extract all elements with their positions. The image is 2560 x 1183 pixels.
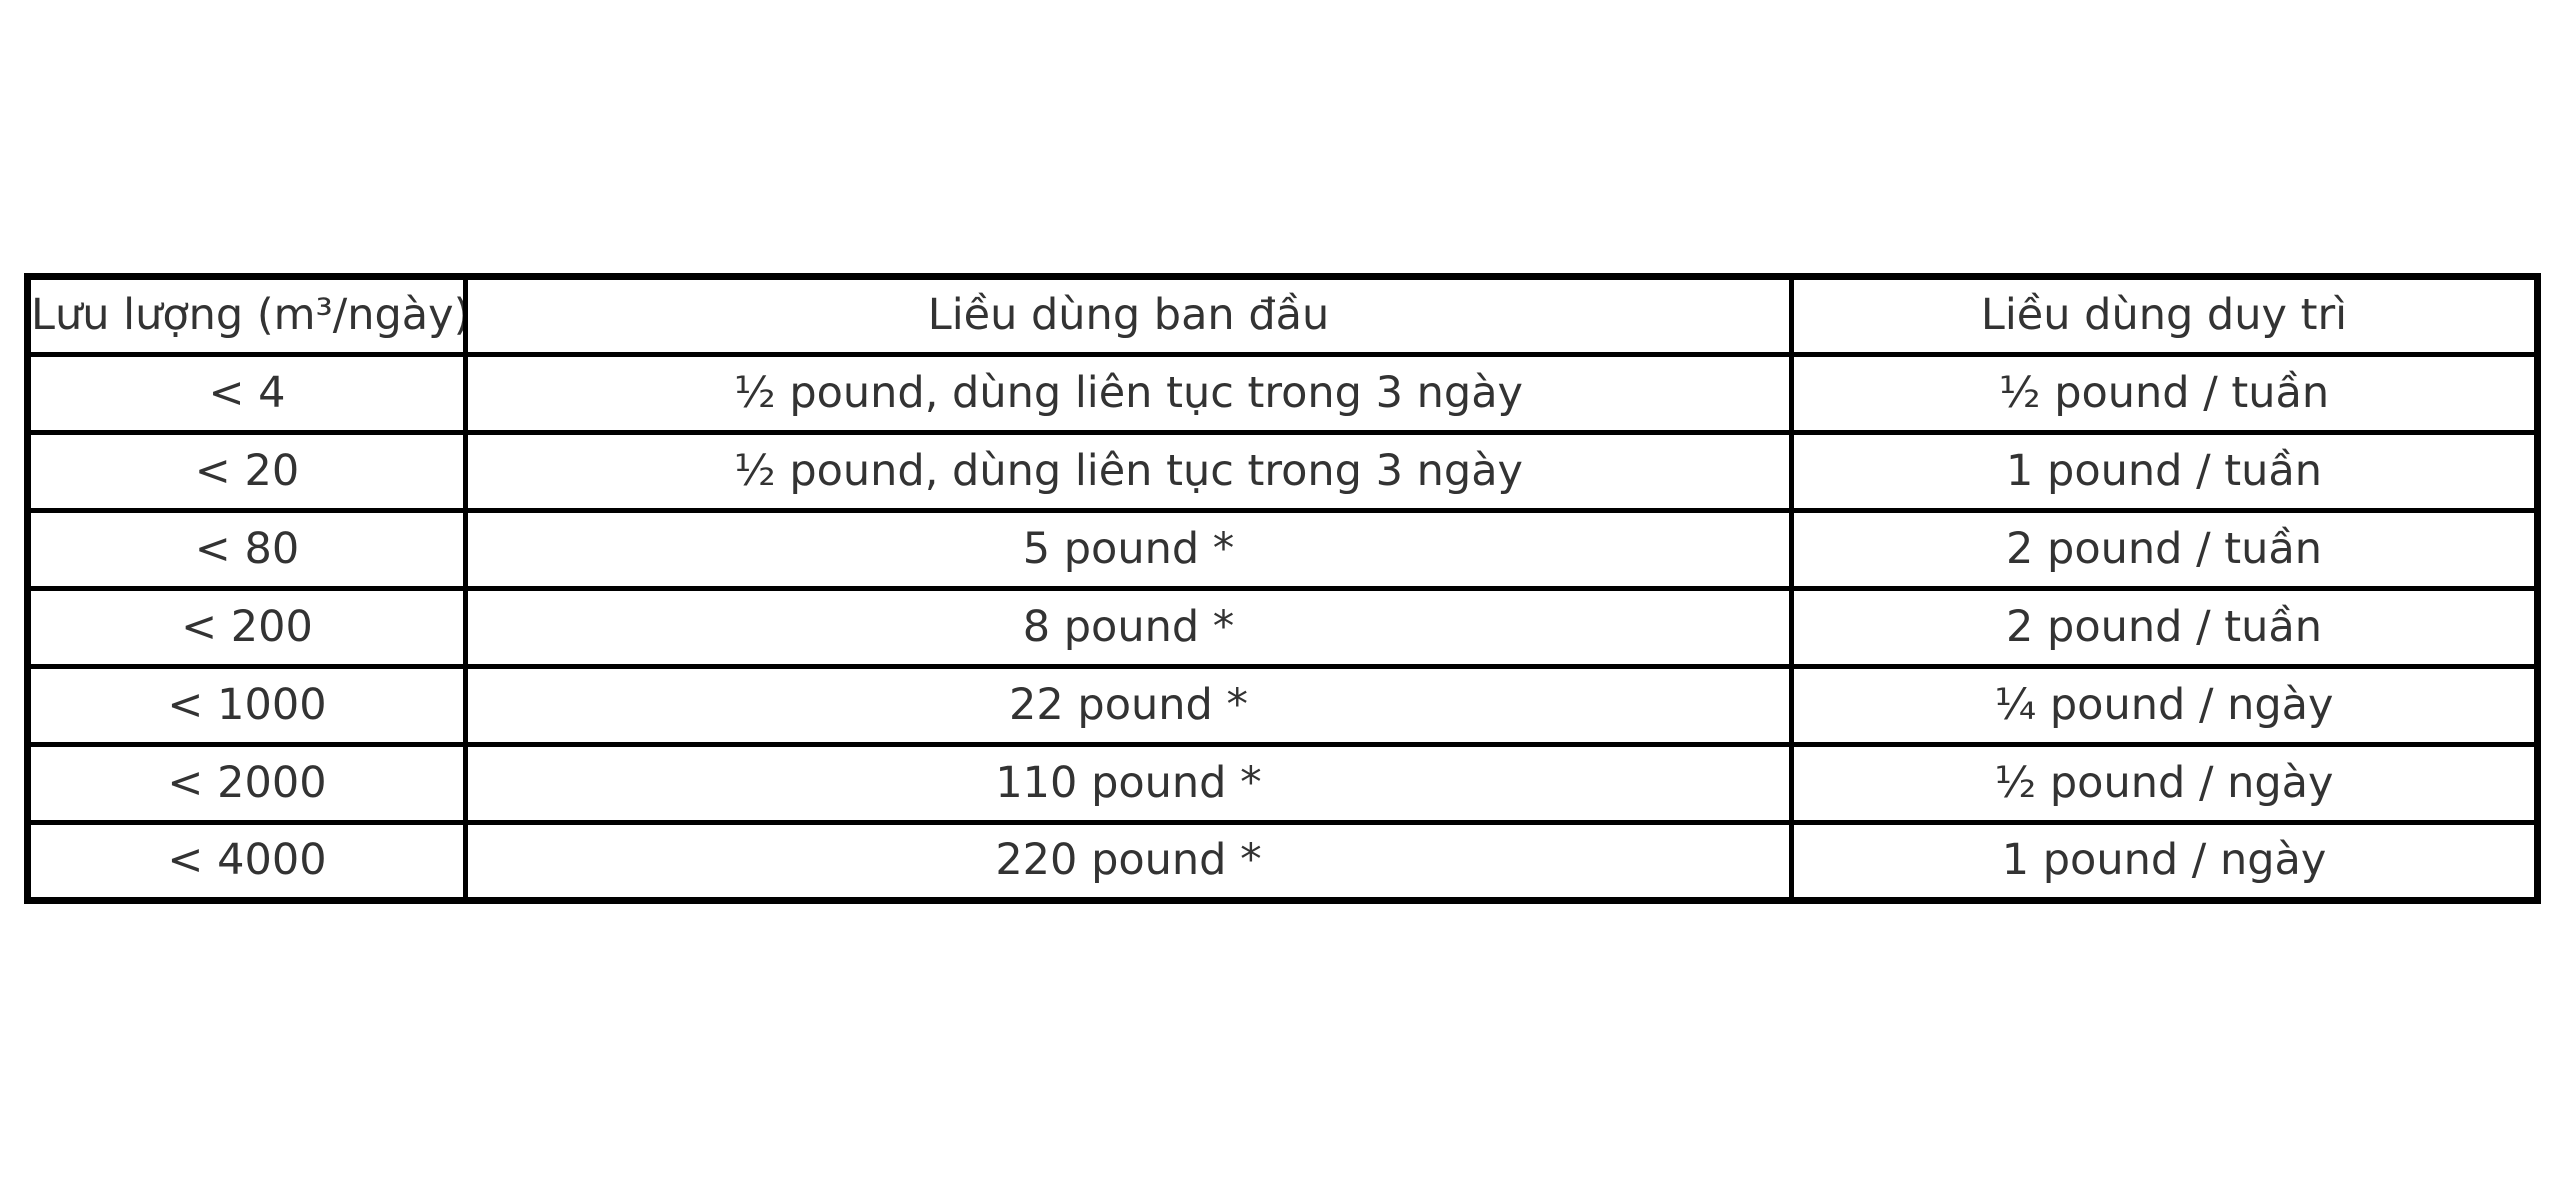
table-cell: 2 pound / tuần bbox=[1789, 586, 2540, 669]
table-cell: 5 pound * bbox=[463, 508, 1794, 591]
table-cell: < 20 bbox=[25, 430, 468, 513]
table-cell: < 4000 bbox=[25, 820, 468, 903]
table-cell: 1 pound / tuần bbox=[1789, 430, 2540, 513]
table-cell: 1 pound / ngày bbox=[1789, 820, 2540, 903]
dosage-table: Lưu lượng (m³/ngày) Liều dùng ban đầu Liều… bbox=[24, 273, 2541, 904]
table-row: < 20 ½ pound, dùng liên tục trong 3 ngày 1… bbox=[25, 430, 2540, 513]
table-cell: 8 pound * bbox=[463, 586, 1794, 669]
table-cell: ½ pound / ngày bbox=[1789, 742, 2540, 825]
table-row: < 2000 110 pound * ½ pound / ngày bbox=[25, 742, 2540, 825]
table-cell: < 1000 bbox=[25, 664, 468, 747]
table-cell: < 80 bbox=[25, 508, 468, 591]
table-row: < 80 5 pound * 2 pound / tuần bbox=[25, 508, 2540, 591]
header-row: Lưu lượng (m³/ngày) Liều dùng ban đầu Liều… bbox=[25, 274, 2540, 357]
table-cell: < 4 bbox=[25, 352, 468, 435]
table-row: < 1000 22 pound * ¼ pound / ngày bbox=[25, 664, 2540, 747]
table-cell: ¼ pound / ngày bbox=[1789, 664, 2540, 747]
table-cell: ½ pound, dùng liên tục trong 3 ngày bbox=[463, 430, 1794, 513]
table-cell: 2 pound / tuần bbox=[1789, 508, 2540, 591]
table-cell: < 200 bbox=[25, 586, 468, 669]
column-header-flow-rate: Lưu lượng (m³/ngày) bbox=[25, 274, 468, 357]
table-cell: ½ pound, dùng liên tục trong 3 ngày bbox=[463, 352, 1794, 435]
table-cell: 220 pound * bbox=[463, 820, 1794, 903]
table-cell: 110 pound * bbox=[463, 742, 1794, 825]
table-row: < 200 8 pound * 2 pound / tuần bbox=[25, 586, 2540, 669]
table-row: < 4000 220 pound * 1 pound / ngày bbox=[25, 820, 2540, 903]
column-header-maintenance-dose: Liều dùng duy trì bbox=[1789, 274, 2540, 357]
table-cell: 22 pound * bbox=[463, 664, 1794, 747]
table-cell: < 2000 bbox=[25, 742, 468, 825]
table-header: Lưu lượng (m³/ngày) Liều dùng ban đầu Liều… bbox=[25, 274, 2540, 357]
table-cell: ½ pound / tuần bbox=[1789, 352, 2540, 435]
column-header-initial-dose: Liều dùng ban đầu bbox=[463, 274, 1794, 357]
